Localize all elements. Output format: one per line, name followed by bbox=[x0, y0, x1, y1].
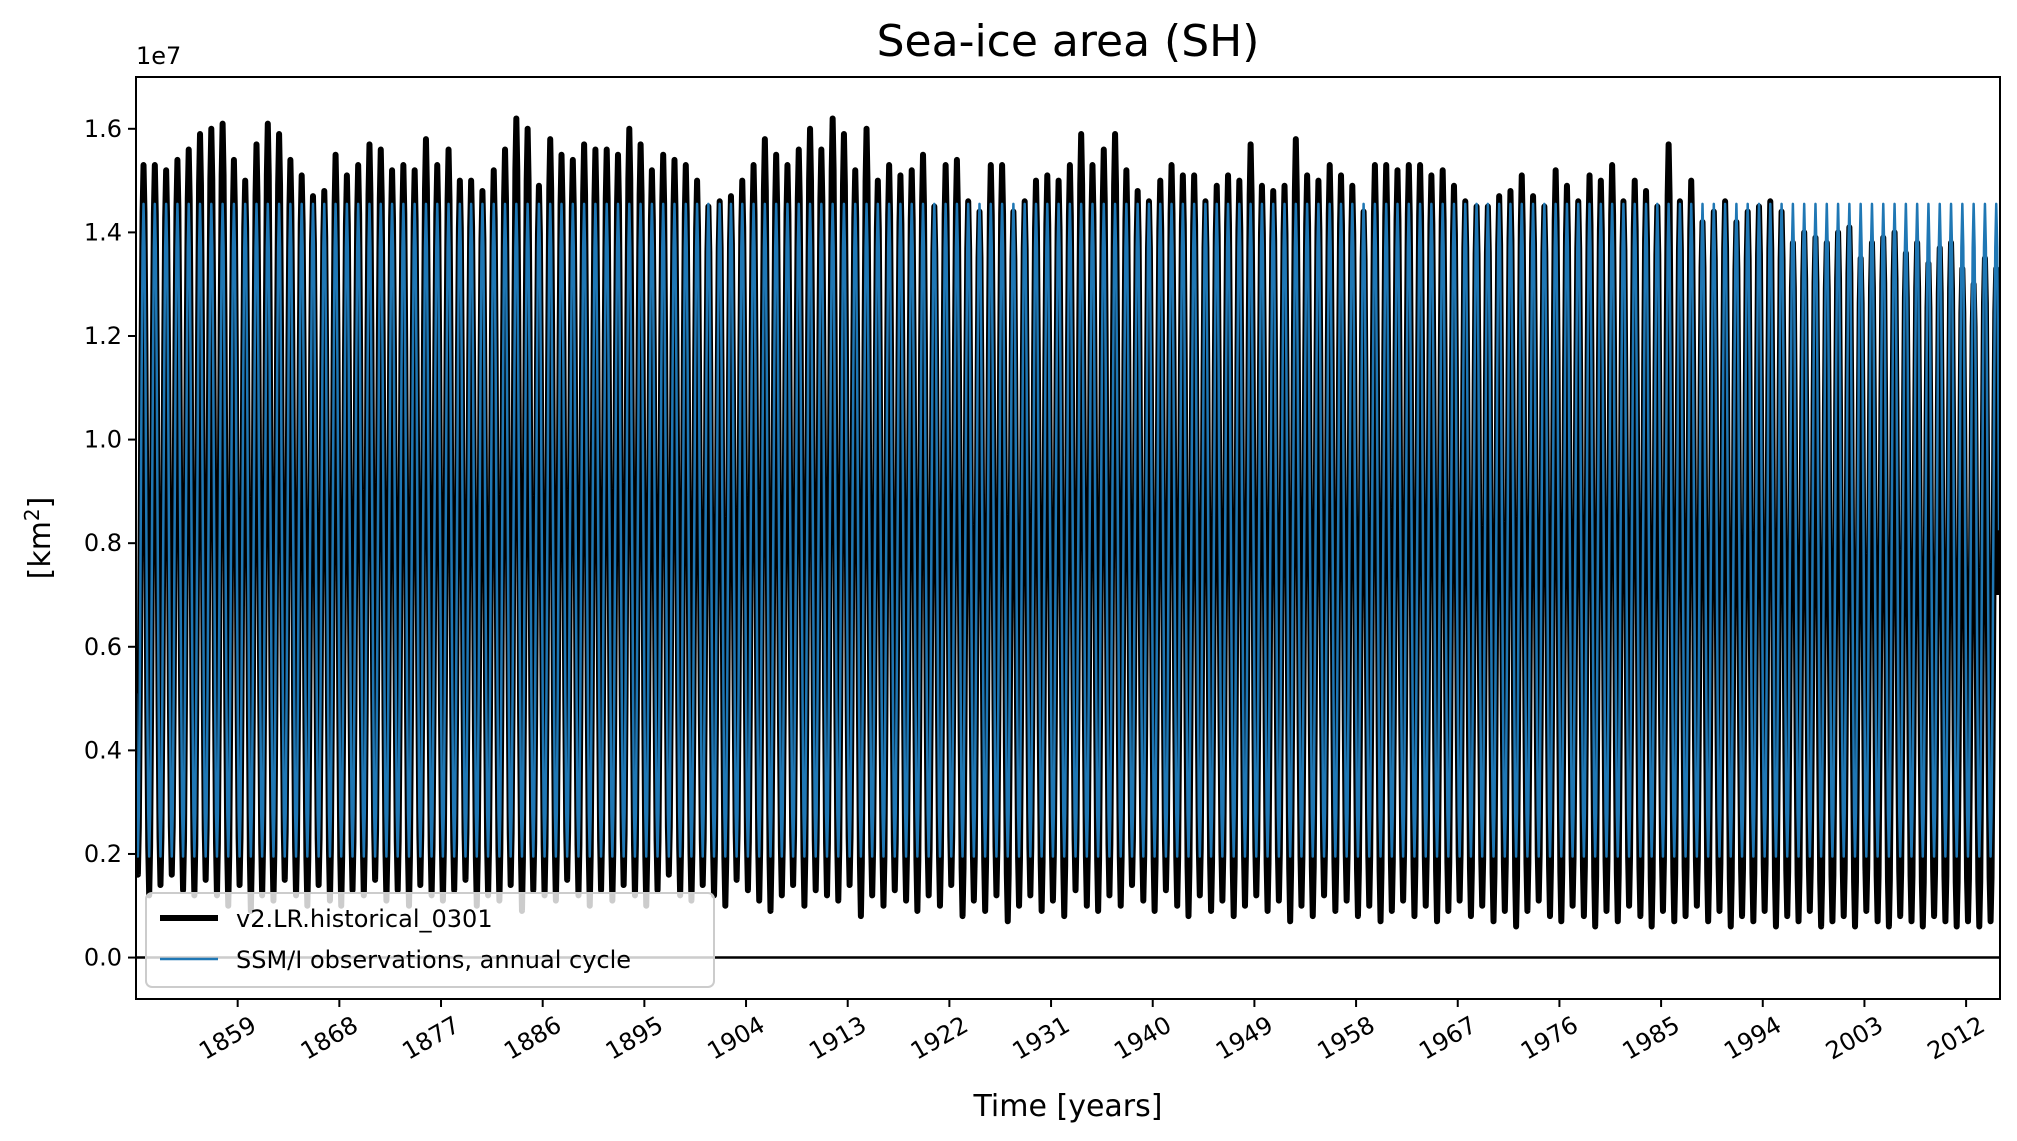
y-tick-label: 0.0 bbox=[84, 944, 122, 972]
y-tick-label: 1.6 bbox=[84, 115, 122, 143]
legend-label-observations: SSM/I observations, annual cycle bbox=[236, 946, 631, 974]
x-tick-label: 1859 bbox=[194, 1011, 261, 1066]
x-tick-label: 1976 bbox=[1516, 1011, 1583, 1066]
x-tick-label: 1940 bbox=[1109, 1011, 1176, 1066]
y-tick-label: 0.8 bbox=[84, 529, 122, 557]
x-tick-label: 1886 bbox=[499, 1011, 566, 1066]
y-tick-label: 1.2 bbox=[84, 322, 122, 350]
observations-series-line bbox=[136, 202, 2000, 858]
y-tick-label: 0.4 bbox=[84, 736, 122, 764]
x-tick-label: 1904 bbox=[703, 1011, 770, 1066]
x-axis-label: Time [years] bbox=[973, 1089, 1163, 1124]
x-tick-label: 1958 bbox=[1313, 1011, 1380, 1066]
y-axis-label-superscript: 2 bbox=[20, 508, 44, 521]
y-axis: 0.0 0.2 0.4 0.6 0.8 1.0 1.2 1.4 1.6 bbox=[84, 115, 136, 972]
y-tick-label: 0.2 bbox=[84, 840, 122, 868]
x-tick-label: 2003 bbox=[1821, 1011, 1888, 1066]
legend-box bbox=[145, 892, 715, 988]
x-tick-label: 1985 bbox=[1618, 1011, 1685, 1066]
y-axis-label-close: ] bbox=[23, 497, 58, 509]
x-axis: 1859 1868 1877 1886 1895 1904 1913 1922 1931 1940… bbox=[194, 999, 1990, 1066]
x-tick-label: 1931 bbox=[1008, 1011, 1075, 1066]
y-axis-label: [km2] bbox=[20, 497, 58, 580]
observations-series-path bbox=[136, 202, 2000, 858]
plot-frame bbox=[135, 76, 2001, 1000]
x-tick-label: 1994 bbox=[1719, 1011, 1786, 1066]
x-tick-label: 1877 bbox=[398, 1011, 465, 1066]
x-tick-label: 1949 bbox=[1211, 1011, 1278, 1066]
x-tick-label: 1868 bbox=[296, 1011, 363, 1066]
x-tick-label: 1895 bbox=[601, 1011, 668, 1066]
x-tick-label: 1913 bbox=[804, 1011, 871, 1066]
chart-title: Sea-ice area (SH) bbox=[877, 16, 1260, 67]
x-tick-label: 2012 bbox=[1923, 1011, 1990, 1066]
y-offset-label: 1e7 bbox=[136, 42, 181, 70]
y-tick-label: 1.0 bbox=[84, 426, 122, 454]
x-tick-label: 1922 bbox=[906, 1011, 973, 1066]
y-axis-label-main: [km bbox=[23, 521, 58, 579]
x-tick-label: 1967 bbox=[1414, 1011, 1481, 1066]
y-tick-label: 1.4 bbox=[84, 218, 122, 246]
legend-label-model: v2.LR.historical_0301 bbox=[236, 905, 493, 933]
y-tick-label: 0.6 bbox=[84, 633, 122, 661]
legend: v2.LR.historical_0301 SSM/I observations… bbox=[145, 892, 715, 988]
